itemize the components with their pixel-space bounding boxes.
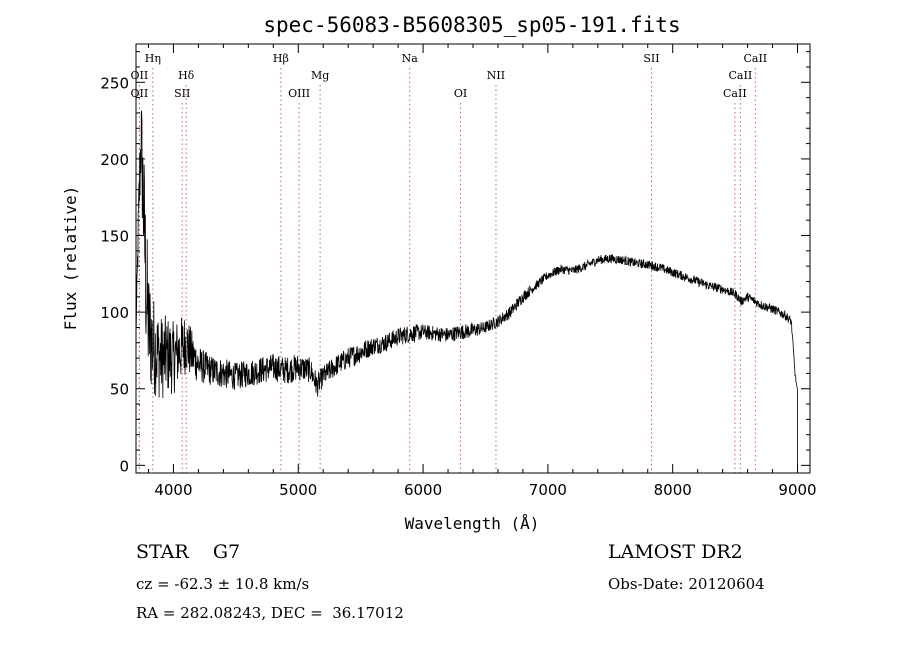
y-axis-label: Flux (relative) xyxy=(61,186,80,331)
spectral-line-label: CaII xyxy=(729,69,753,82)
y-tick-label: 150 xyxy=(100,228,129,246)
spectrum-series xyxy=(135,110,798,466)
x-tick-label: 8000 xyxy=(654,481,692,499)
plot-frame xyxy=(135,43,811,474)
x-tick-label: 4000 xyxy=(154,481,192,499)
spectral-line-label: Hδ xyxy=(178,69,195,82)
spectral-line-label: Na xyxy=(402,52,419,65)
spectral-line-label: OIII xyxy=(288,87,310,100)
x-tick-label: 9000 xyxy=(778,481,816,499)
survey-name: LAMOST DR2 xyxy=(608,541,743,563)
spectral-line-label: Hη xyxy=(145,52,161,65)
axes: 4000 5000 6000 7000 8000 9000 0 50 100 150 200 250 xyxy=(100,44,817,499)
spectral-line-label: Hβ xyxy=(273,52,289,65)
spectral-line-label: SII xyxy=(643,52,659,65)
spectral-line-label: SII xyxy=(174,87,190,100)
x-tick-label: 5000 xyxy=(279,481,317,499)
ra-dec: RA = 282.08243, DEC = 36.17012 xyxy=(136,604,404,622)
redshift-cz: cz = -62.3 ± 10.8 km/s xyxy=(136,575,310,593)
object-class: STAR G7 xyxy=(136,541,241,563)
x-axis-label: Wavelength (Å) xyxy=(405,514,540,533)
spectral-line-label: OII xyxy=(131,69,149,82)
spectral-line-label: CaII xyxy=(723,87,747,100)
obs-date: Obs-Date: 20120604 xyxy=(608,575,765,593)
spectral-line-label: CaII xyxy=(743,52,767,65)
spectrum-line xyxy=(135,110,798,466)
x-tick-label: 6000 xyxy=(404,481,442,499)
spectral-line-label: OI xyxy=(454,87,467,100)
y-tick-label: 100 xyxy=(100,304,129,322)
x-tick-label: 7000 xyxy=(529,481,567,499)
spectral-line-label: OII xyxy=(131,87,149,100)
chart-title: spec-56083-B5608305_sp05-191.fits xyxy=(263,13,680,37)
spectral-line-label: NII xyxy=(487,69,505,82)
y-tick-label: 250 xyxy=(100,74,129,92)
y-tick-label: 0 xyxy=(119,457,129,475)
y-tick-label: 50 xyxy=(110,381,129,399)
spectral-line-label: Mg xyxy=(311,69,329,82)
y-tick-label: 200 xyxy=(100,151,129,169)
